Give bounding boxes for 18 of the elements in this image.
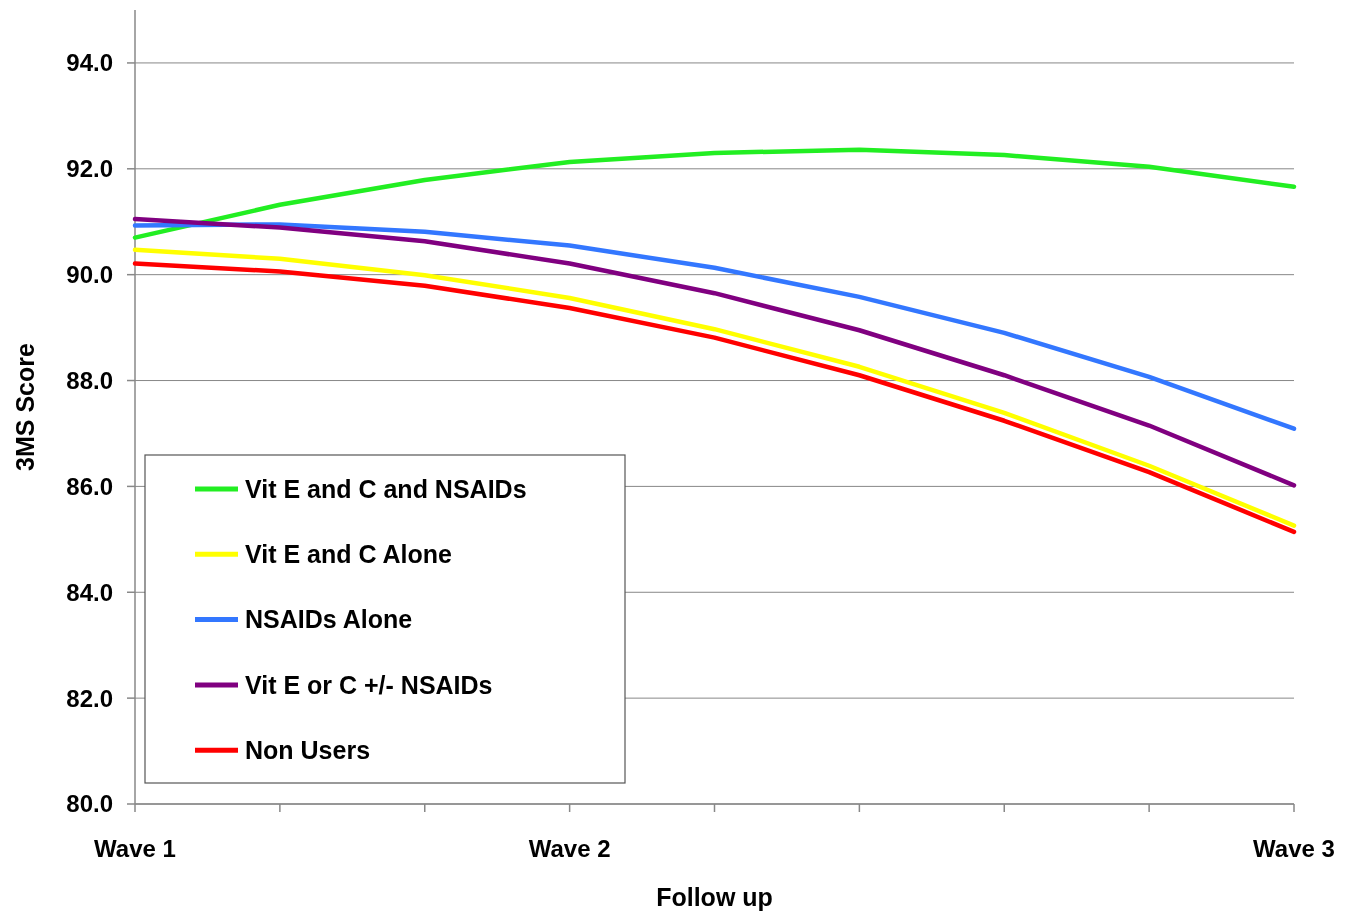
x-tick-label: Wave 1 [94, 835, 176, 862]
y-tick-label: 92.0 [66, 155, 113, 183]
x-tick-label: Wave 3 [1253, 835, 1335, 862]
y-tick-label: 80.0 [66, 790, 113, 818]
y-tick-label: 86.0 [66, 472, 113, 500]
x-axis-title: Follow up [656, 883, 773, 911]
y-tick-label: 84.0 [66, 578, 113, 606]
legend-label: NSAIDs Alone [245, 605, 413, 634]
legend-label: Vit E and C and NSAIDs [245, 474, 527, 503]
y-tick-label: 90.0 [66, 261, 113, 289]
y-tick-label: 88.0 [66, 366, 113, 394]
y-tick-label: 94.0 [66, 49, 113, 77]
legend-label: Non Users [245, 735, 371, 764]
y-tick-label: 82.0 [66, 684, 113, 712]
y-axis-title: 3MS Score [11, 342, 39, 471]
legend-label: Vit E or C +/- NSAIDs [245, 670, 493, 699]
x-tick-label: Wave 2 [528, 835, 611, 862]
legend-label: Vit E and C Alone [245, 540, 453, 569]
